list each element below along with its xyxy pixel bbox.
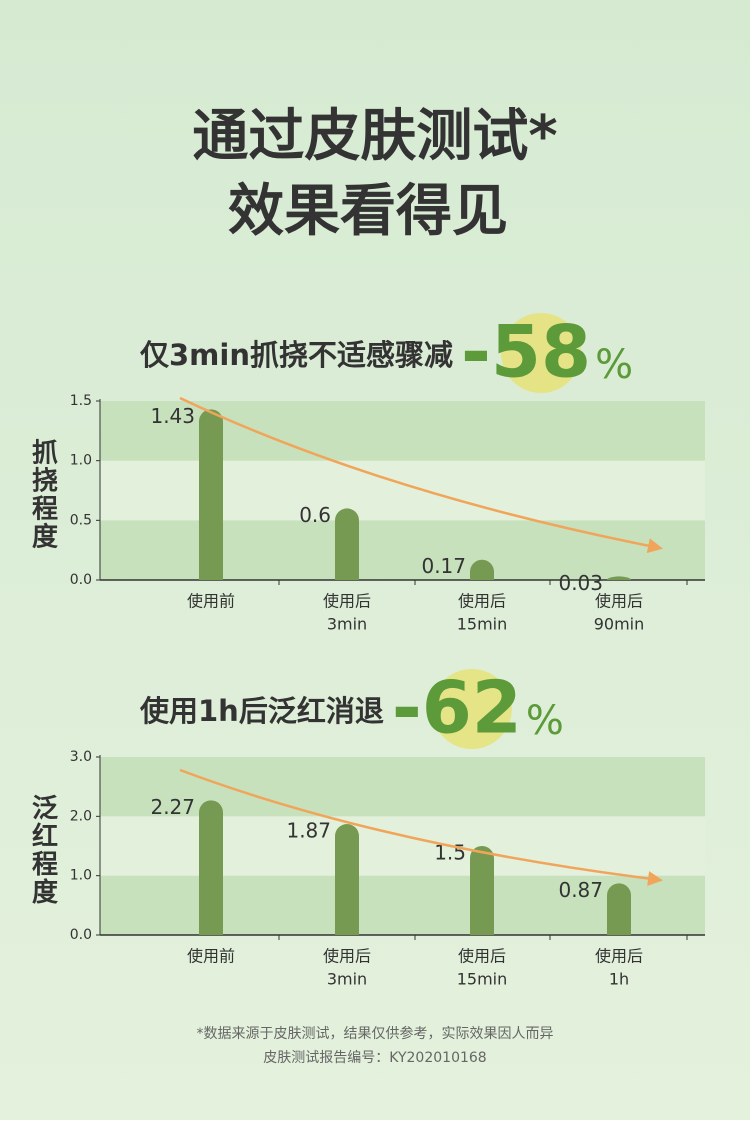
x-tick-label: 90min	[594, 615, 645, 634]
y-tick-label: 0.0	[70, 572, 92, 588]
bar	[335, 824, 359, 935]
x-tick-label: 使用前	[187, 592, 235, 611]
bar	[470, 559, 494, 580]
highlight-dot	[431, 669, 512, 749]
trend-arrow	[179, 396, 663, 554]
x-tick-label: 使用后	[458, 947, 506, 966]
band	[100, 520, 705, 580]
bar	[607, 883, 631, 935]
y-axis-label: 抓挠程度	[28, 438, 58, 550]
highlight-number: -62	[392, 666, 522, 750]
y-tick-label: 2.0	[70, 808, 92, 824]
x-tick-label: 3min	[327, 615, 367, 634]
x-tick-label: 15min	[457, 615, 508, 634]
footnote: 皮肤测试报告编号：KY202010168	[263, 1050, 486, 1066]
value-label: 1.43	[150, 404, 195, 428]
y-tick-label: 3.0	[70, 749, 92, 765]
x-tick-label: 使用后	[458, 592, 506, 611]
value-label: 2.27	[150, 795, 195, 819]
x-tick-label: 使用后	[323, 592, 371, 611]
bar	[470, 846, 494, 935]
band	[100, 816, 705, 876]
bar	[199, 800, 223, 935]
bar	[607, 576, 631, 580]
title-line: 通过皮肤测试*	[192, 104, 557, 169]
highlight-dot	[500, 313, 581, 393]
x-tick-label: 使用后	[595, 947, 643, 966]
chart-title: 仅3min抓挠不适感骤减	[140, 338, 453, 372]
x-tick-label: 15min	[457, 970, 508, 989]
y-axis-label: 泛红程度	[28, 794, 58, 906]
x-tick-label: 使用后	[323, 947, 371, 966]
value-label: 0.6	[299, 503, 331, 527]
band	[100, 460, 705, 521]
y-tick-label: 0.0	[70, 927, 92, 943]
highlight-number: -58	[461, 310, 591, 394]
x-tick-label: 使用后	[595, 592, 643, 611]
value-label: 0.87	[558, 878, 603, 902]
highlight-unit: %	[595, 342, 633, 388]
bar	[199, 409, 223, 580]
y-tick-label: 1.5	[70, 393, 92, 409]
value-label: 0.17	[421, 554, 466, 578]
trend-arrow	[179, 768, 663, 886]
x-tick-label: 使用前	[187, 947, 235, 966]
x-tick-label: 3min	[327, 970, 367, 989]
footnote: *数据来源于皮肤测试，结果仅供参考，实际效果因人而异	[197, 1025, 554, 1042]
y-tick-label: 1.0	[70, 868, 92, 884]
bar	[335, 508, 359, 580]
y-tick-label: 0.5	[70, 512, 92, 528]
value-label: 1.87	[286, 819, 331, 843]
chart-title: 使用1h后泛红消退	[139, 694, 384, 728]
title-line: 效果看得见	[228, 179, 508, 244]
highlight-unit: %	[526, 698, 564, 744]
value-label: 0.03	[558, 571, 603, 595]
y-tick-label: 1.0	[70, 453, 92, 469]
x-tick-label: 1h	[609, 970, 629, 989]
